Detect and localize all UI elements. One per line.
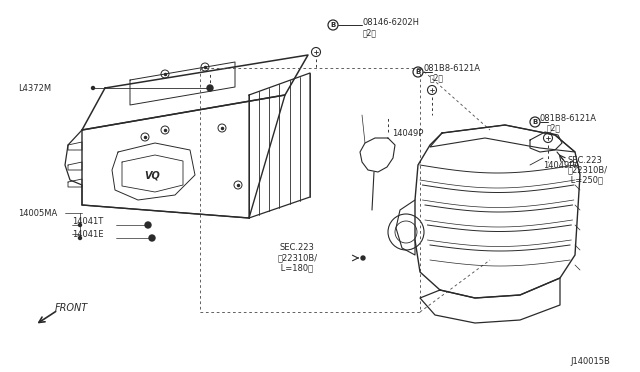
Text: 081B8-6121A: 081B8-6121A <box>540 113 597 122</box>
Text: 〈22310B/: 〈22310B/ <box>568 166 608 174</box>
Text: J140015B: J140015B <box>570 357 610 366</box>
Text: B: B <box>532 119 538 125</box>
Circle shape <box>79 224 81 227</box>
Text: 〈2〉: 〈2〉 <box>547 124 561 132</box>
Circle shape <box>149 235 155 241</box>
Text: SEC.223: SEC.223 <box>568 155 603 164</box>
Text: B: B <box>330 22 335 28</box>
Text: 〈2〉: 〈2〉 <box>363 29 377 38</box>
Text: B: B <box>415 69 420 75</box>
Text: 14049P: 14049P <box>392 128 424 138</box>
Circle shape <box>145 222 151 228</box>
Text: VQ: VQ <box>144 170 160 180</box>
Text: SEC.223: SEC.223 <box>280 244 315 253</box>
Text: 08146-6202H: 08146-6202H <box>363 17 420 26</box>
Text: 14049PA: 14049PA <box>543 160 580 170</box>
Circle shape <box>207 85 213 91</box>
Text: FRONT: FRONT <box>55 303 88 313</box>
Circle shape <box>361 256 365 260</box>
Text: 14005MA: 14005MA <box>18 208 57 218</box>
Text: 〈22310B/: 〈22310B/ <box>278 253 318 263</box>
Text: 〈2〉: 〈2〉 <box>430 74 444 83</box>
Text: 14041T: 14041T <box>72 217 103 225</box>
Circle shape <box>92 87 95 90</box>
Text: L4372M: L4372M <box>18 83 51 93</box>
Text: 081B8-6121A: 081B8-6121A <box>424 64 481 73</box>
Text: 14041E: 14041E <box>72 230 104 238</box>
Text: L=250〉: L=250〉 <box>568 176 603 185</box>
Text: L=180〉: L=180〉 <box>278 263 313 273</box>
Circle shape <box>79 237 81 240</box>
